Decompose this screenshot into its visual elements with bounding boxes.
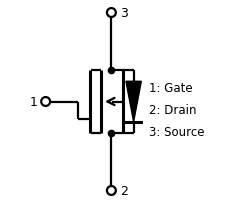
Text: 1: Gate
2: Drain
3: Source: 1: Gate 2: Drain 3: Source	[149, 82, 204, 138]
Polygon shape	[126, 82, 141, 122]
Text: 1: 1	[29, 95, 37, 109]
Text: 2: 2	[120, 184, 128, 197]
Text: 3: 3	[120, 7, 128, 20]
